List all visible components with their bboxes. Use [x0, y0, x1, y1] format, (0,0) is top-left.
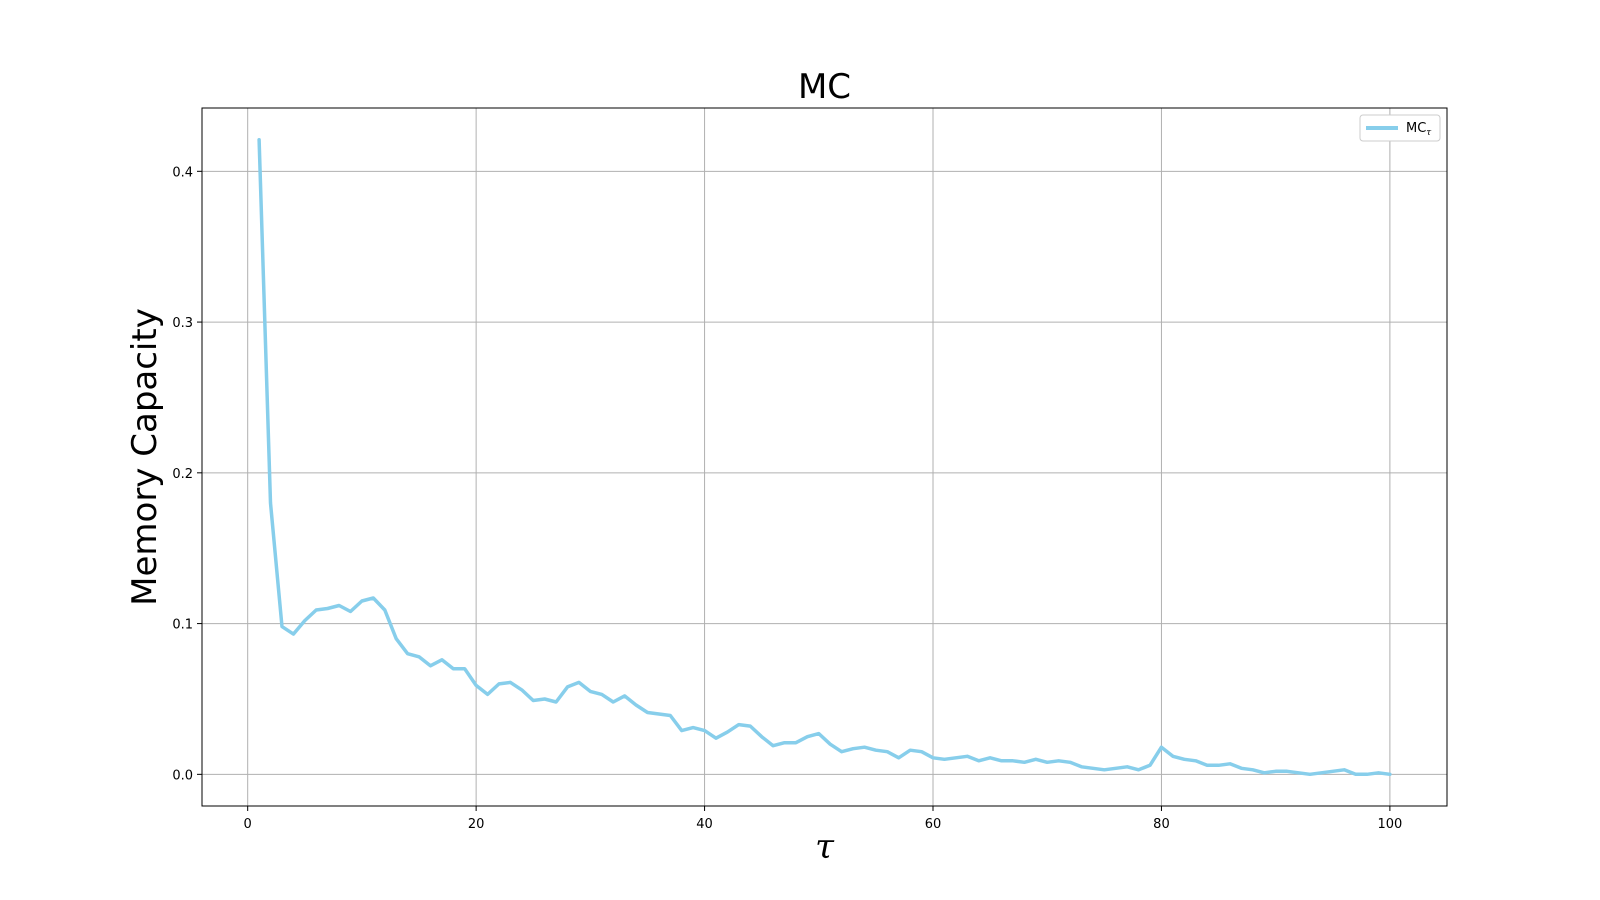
y-tick-label: 0.4: [172, 165, 193, 180]
plot-frame: [201, 107, 1448, 807]
x-axis-label: τ: [815, 827, 835, 867]
y-tick-label: 0.2: [172, 467, 193, 482]
legend-label-subscript: τ: [1426, 128, 1432, 138]
legend-label: MCτ: [1406, 121, 1432, 138]
legend: MCτ: [1359, 114, 1441, 142]
x-tick-label: 100: [1377, 817, 1402, 832]
series-line: [257, 137, 1392, 777]
grid-lines: [202, 108, 1447, 806]
legend-label-main: MC: [1406, 121, 1426, 136]
y-tick-label: 0.3: [172, 316, 193, 331]
x-tick-label: 40: [696, 817, 713, 832]
tick-layer: 0 20 40 60 80 100 0.0 0.1 0.2 0.3 0.4: [172, 165, 1402, 832]
x-tick-label: 80: [1153, 817, 1170, 832]
x-tick-label: 60: [925, 817, 942, 832]
legend-box: [1359, 114, 1441, 142]
series-layer: [257, 137, 1392, 777]
y-axis-label: Memory Capacity: [125, 308, 165, 606]
y-tick-label: 0.0: [172, 768, 193, 783]
x-tick-label: 0: [244, 817, 252, 832]
chart-title: MC: [798, 67, 851, 107]
y-tick-label: 0.1: [172, 618, 193, 633]
x-tick-label: 20: [468, 817, 485, 832]
